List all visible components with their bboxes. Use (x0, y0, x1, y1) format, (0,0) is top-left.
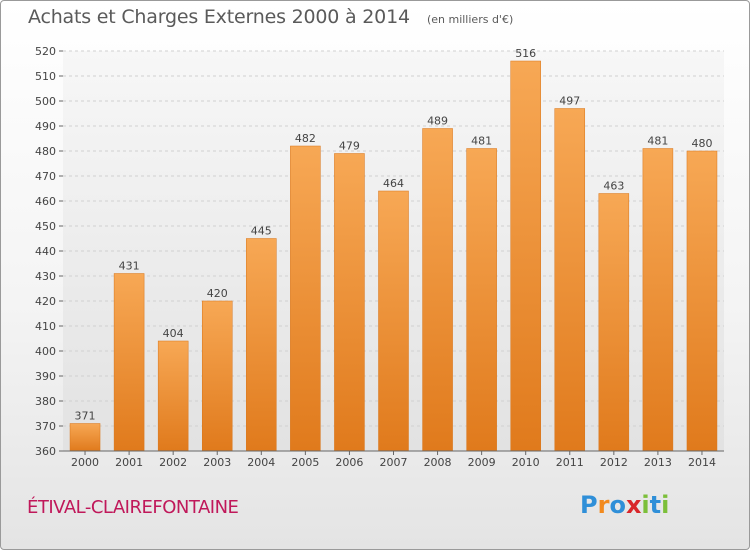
value-label-2014: 480 (691, 137, 712, 150)
bar-2001 (113, 273, 145, 452)
x-tick-label-2010: 2010 (512, 456, 540, 469)
logo-letter: i (641, 491, 650, 519)
x-tick-label-2014: 2014 (688, 456, 716, 469)
x-tick-label-2000: 2000 (71, 456, 99, 469)
logo-letter: t (649, 491, 662, 519)
value-label-2006: 479 (339, 140, 360, 153)
x-tick-label-2011: 2011 (556, 456, 584, 469)
title-block: Achats et Charges Externes 2000 à 2014 (… (28, 6, 513, 28)
bar-2004 (246, 238, 277, 452)
value-label-2008: 489 (427, 115, 448, 128)
x-tick-label-2003: 2003 (203, 456, 231, 469)
x-tick-label-2012: 2012 (600, 456, 628, 469)
x-tick-label-2004: 2004 (247, 456, 275, 469)
bar-2009 (466, 148, 497, 452)
y-tick-label: 510 (35, 70, 56, 83)
y-tick-label: 500 (35, 95, 56, 108)
y-tick-label: 370 (35, 420, 56, 433)
value-label-2012: 463 (603, 180, 624, 193)
x-tick-label-2006: 2006 (335, 456, 363, 469)
x-tick-label-2002: 2002 (159, 456, 187, 469)
bar-2003 (201, 300, 233, 452)
logo-letter: i (661, 491, 670, 519)
x-tick-label-2005: 2005 (291, 456, 319, 469)
y-tick-label: 480 (35, 145, 56, 158)
proxiti-logo: Proxiti (580, 491, 669, 519)
value-label-2003: 420 (207, 287, 228, 300)
y-tick-label: 520 (35, 45, 56, 58)
value-label-2011: 497 (559, 95, 580, 108)
commune-name: ÉTIVAL-CLAIREFONTAINE (27, 497, 239, 518)
bar-2014 (686, 150, 718, 452)
y-tick-label: 490 (35, 120, 56, 133)
bar-2013 (642, 148, 674, 452)
bar-2011 (554, 108, 586, 452)
bar-2005 (290, 145, 321, 452)
y-tick-label: 390 (35, 370, 56, 383)
y-tick-label: 450 (35, 220, 56, 233)
logo-letter: o (609, 491, 626, 519)
value-label-2013: 481 (647, 135, 668, 148)
y-tick-label: 470 (35, 170, 56, 183)
bar-2006 (334, 153, 365, 452)
x-tick-label-2007: 2007 (380, 456, 408, 469)
value-label-2010: 516 (515, 47, 536, 60)
y-tick-label: 440 (35, 245, 56, 258)
chart-subtitle: (en milliers d'€) (426, 13, 514, 26)
bars (69, 60, 718, 452)
y-tick-label: 420 (35, 295, 56, 308)
x-tick-label-2001: 2001 (115, 456, 143, 469)
bar-2008 (422, 128, 453, 452)
y-tick-label: 360 (35, 445, 56, 458)
y-tick-label: 400 (35, 345, 56, 358)
value-label-2004: 445 (251, 225, 272, 238)
bar-2002 (157, 340, 189, 452)
x-tick-label-2013: 2013 (644, 456, 672, 469)
value-label-2001: 431 (119, 260, 140, 273)
value-labels: 371 431 404 420 445 482 479 464 489 481 516 497 463 4… (75, 47, 713, 423)
y-tick-label: 410 (35, 320, 56, 333)
value-label-2002: 404 (163, 327, 184, 340)
bar-2007 (378, 190, 409, 452)
x-tick-label-2009: 2009 (468, 456, 496, 469)
chart-title: Achats et Charges Externes 2000 à 2014 (28, 6, 410, 28)
value-label-2009: 481 (471, 135, 492, 148)
x-tick-label-2008: 2008 (424, 456, 452, 469)
logo-letter: P (580, 491, 598, 519)
logo-letter: x (625, 491, 642, 519)
bar-2000 (69, 423, 101, 452)
value-label-2000: 371 (75, 410, 96, 423)
x-axis-ticks: 2000 2001 2002 2003 2004 2005 2006 2007 2008 2009… (71, 451, 716, 469)
bar-2010 (510, 60, 541, 452)
logo-letter: r (597, 491, 610, 519)
bar-2012 (598, 193, 630, 452)
y-tick-label: 380 (35, 395, 56, 408)
y-tick-label: 460 (35, 195, 56, 208)
value-label-2005: 482 (295, 132, 316, 145)
value-label-2007: 464 (383, 177, 404, 190)
y-tick-label: 430 (35, 270, 56, 283)
y-axis-ticks: 360 370 380 390 400 410 420 430 440 450 460 470 480 4… (35, 45, 63, 458)
